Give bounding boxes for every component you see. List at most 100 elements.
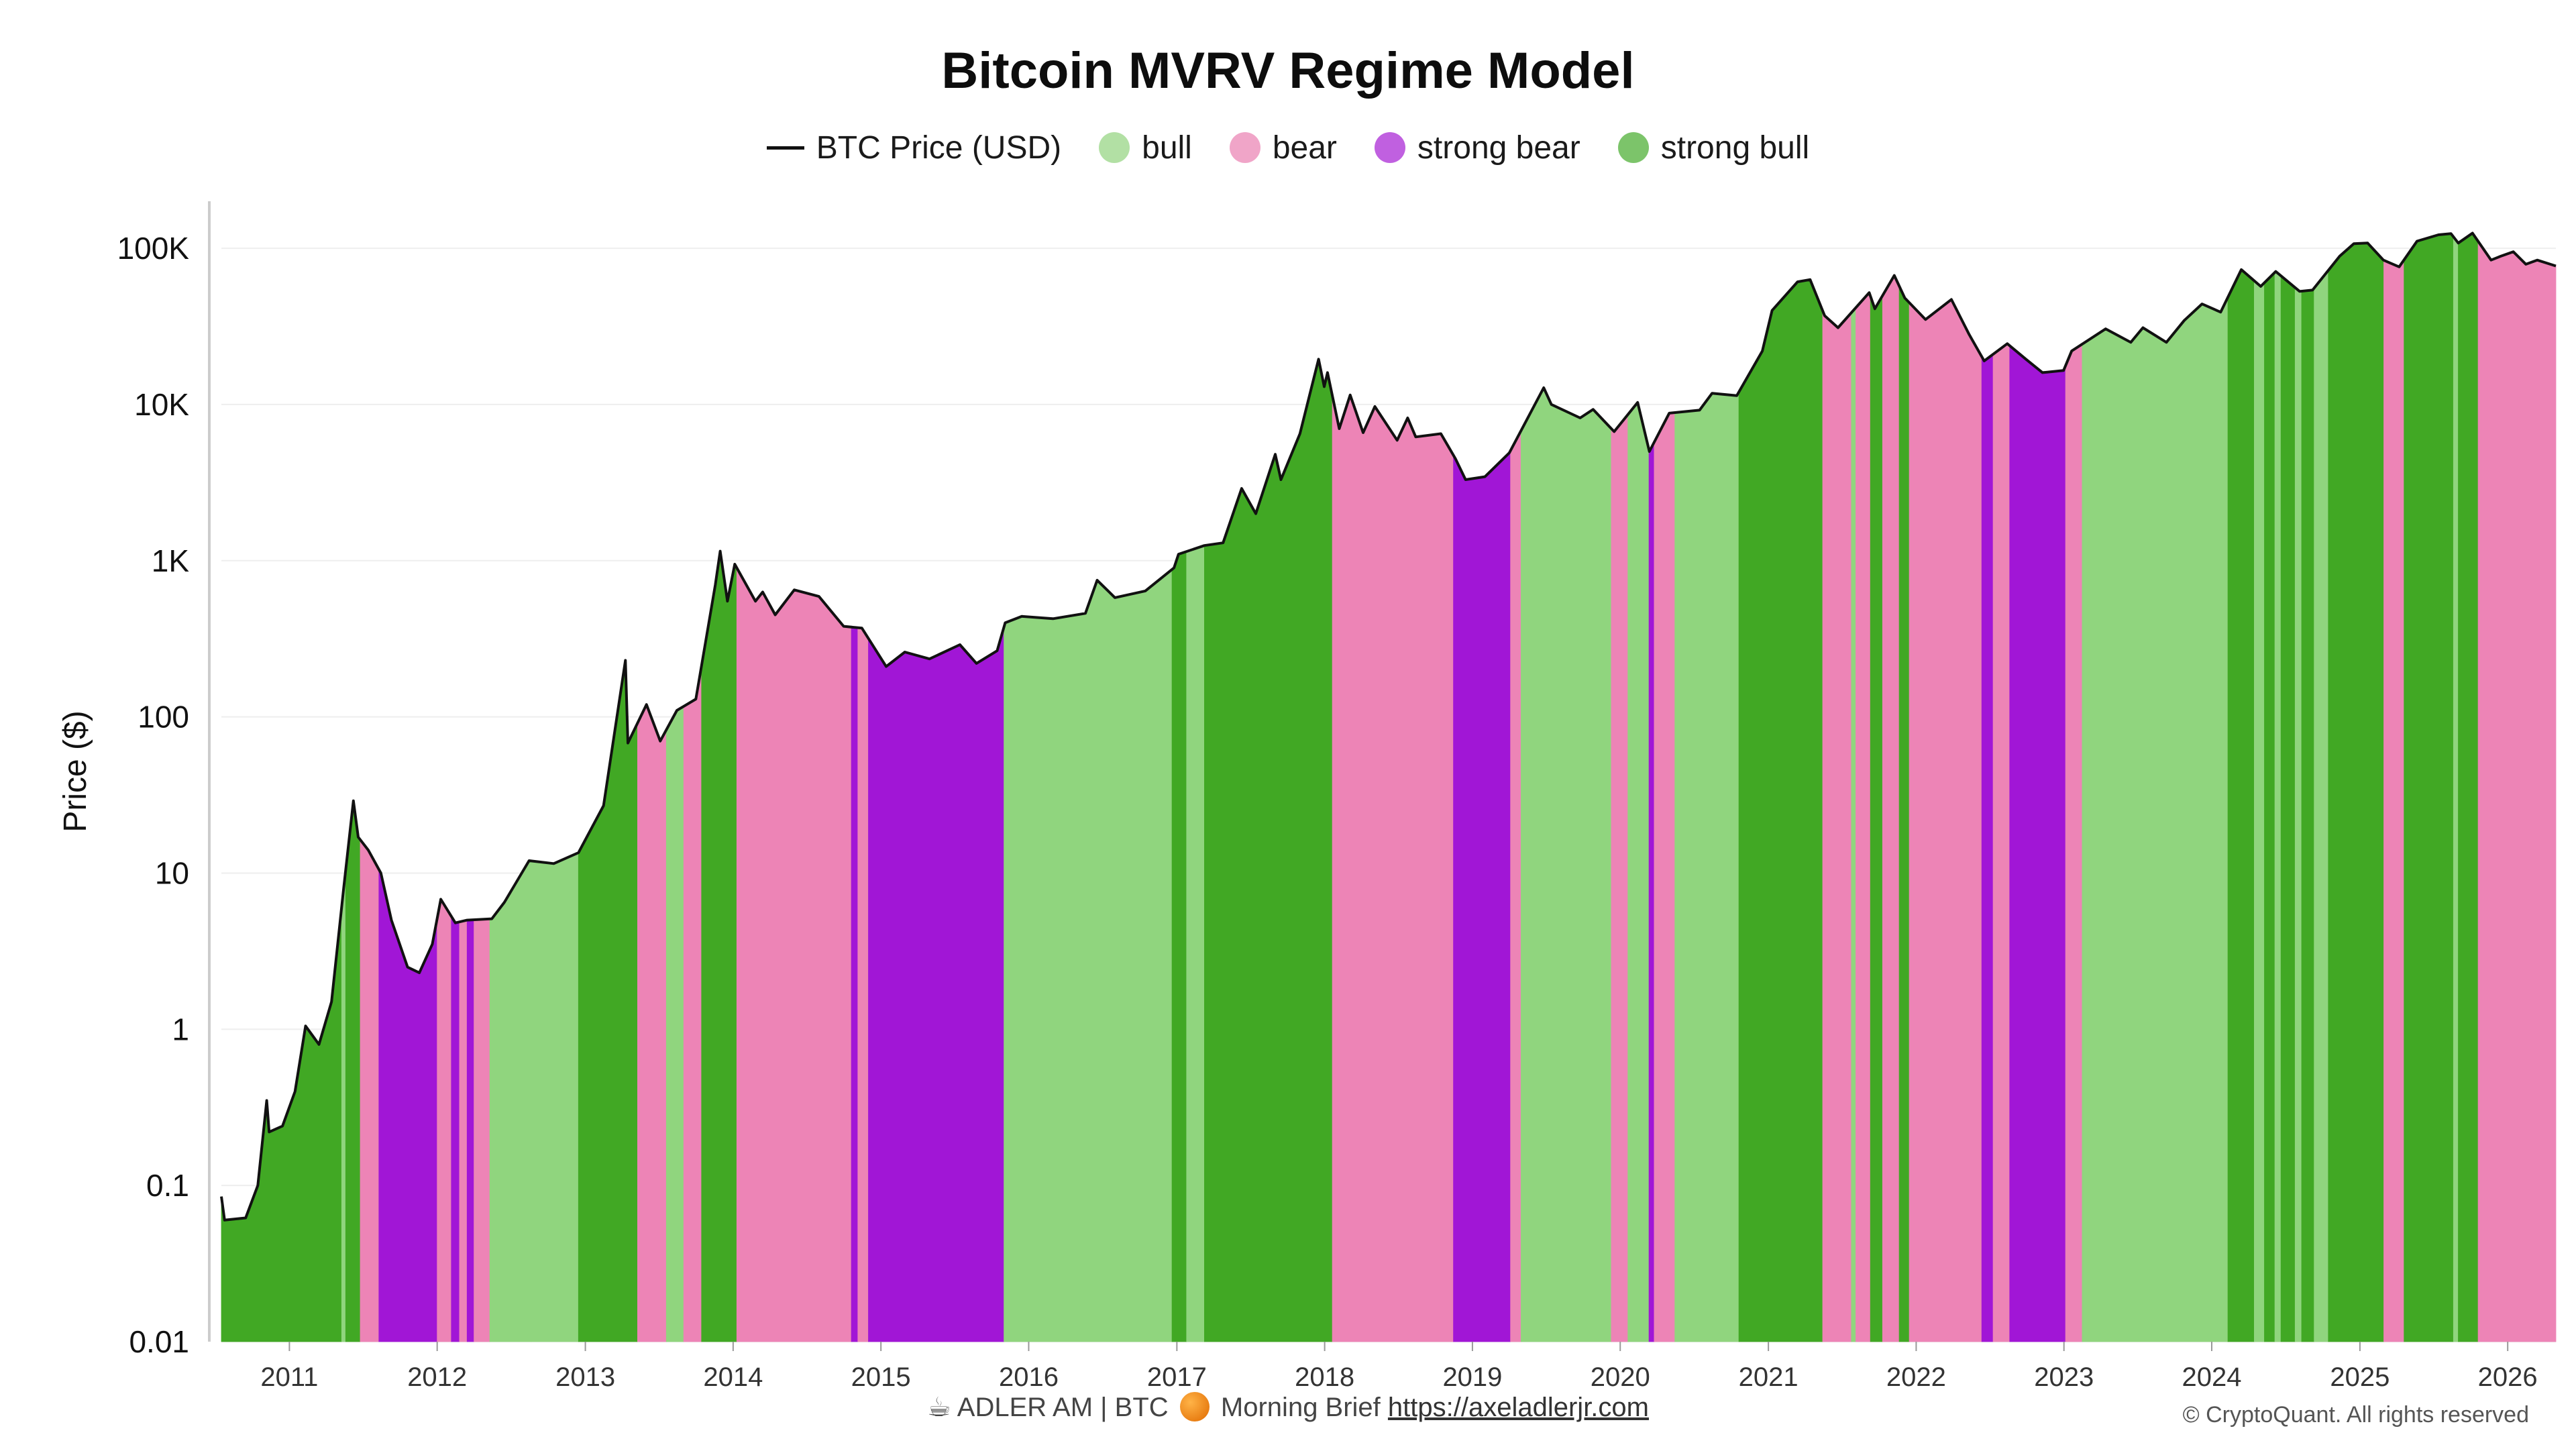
legend-swatch-strong_bull — [1617, 132, 1649, 163]
regime-band-bear — [474, 918, 490, 1342]
regime-band-strong-bull — [2404, 233, 2454, 1342]
regime-band-bear — [1856, 292, 1871, 1342]
brief-prefix: ADLER AM | BTC — [957, 1393, 1169, 1422]
legend-label-strong_bull: strong bull — [1660, 129, 1810, 166]
regime-band-bull — [1004, 569, 1173, 1342]
x-tick-label: 2019 — [1442, 1362, 1502, 1392]
regime-band-bull — [2274, 271, 2282, 1342]
legend-item-bear[interactable]: bear — [1229, 129, 1337, 166]
y-tick-label: 1 — [172, 1012, 189, 1046]
regime-band-bull — [2082, 297, 2229, 1342]
regime-band-bull — [2294, 286, 2302, 1342]
brief-suffix: Morning Brief — [1220, 1393, 1381, 1422]
regime-band-strong-bull — [2458, 232, 2479, 1342]
regime-band-bull — [2254, 280, 2265, 1342]
regime-band-bull — [1627, 402, 1650, 1342]
regime-band-bear — [459, 920, 468, 1342]
regime-band-strong-bear — [466, 919, 474, 1342]
y-tick-label: 1K — [152, 543, 190, 578]
regime-band-bear — [2477, 240, 2557, 1342]
regime-band-bear — [637, 704, 667, 1342]
legend-item-bull[interactable]: bull — [1099, 129, 1192, 166]
regime-band-strong-bear — [851, 627, 859, 1342]
legend-label-price: BTC Price (USD) — [816, 129, 1062, 166]
price-layer — [220, 231, 2557, 1222]
x-tick-label: 2025 — [2330, 1362, 2390, 1392]
chart-legend: BTC Price (USD) bull bear strong bear strong… — [0, 121, 2576, 174]
regime-band-strong-bull — [2280, 275, 2296, 1342]
regime-band-strong-bear — [868, 627, 1004, 1342]
x-tick-label: 2015 — [851, 1362, 911, 1392]
legend-swatch-strong_bear — [1374, 132, 1405, 163]
regime-band-bear — [1332, 394, 1454, 1342]
regime-band-bear — [683, 665, 702, 1342]
regime-band-strong-bull — [2301, 287, 2315, 1342]
y-tick-label: 0.01 — [129, 1324, 189, 1359]
regime-band-strong-bear — [1648, 441, 1655, 1342]
regime-layer — [221, 232, 2557, 1342]
regime-band-bull — [1521, 387, 1612, 1342]
y-tick-label: 100K — [117, 231, 190, 266]
regime-band-bear — [360, 839, 380, 1342]
chart-title: Bitcoin MVRV Regime Model — [941, 42, 1635, 99]
regime-band-strong-bull — [578, 660, 638, 1342]
legend-swatch-bear — [1229, 132, 1260, 163]
y-tick-label: 10 — [155, 855, 189, 890]
x-tick-label: 2020 — [1591, 1362, 1650, 1392]
y-tick-label: 0.1 — [146, 1168, 189, 1203]
regime-band-bull — [2453, 235, 2459, 1342]
regime-band-bull — [489, 860, 532, 1342]
regime-band-strong-bull — [1898, 286, 1910, 1342]
regime-band-strong-bear — [1453, 450, 1511, 1342]
regime-band-strong-bear — [378, 869, 438, 1342]
regime-band-bear — [1992, 343, 2010, 1342]
btc-price-line — [220, 231, 2557, 1222]
brief-link[interactable]: https://axeladlerjr.com — [1387, 1393, 1649, 1422]
legend-item-strong_bear[interactable]: strong bear — [1374, 129, 1580, 166]
legend-item-strong_bull[interactable]: strong bull — [1617, 129, 1810, 166]
regime-band-bull — [1674, 390, 1739, 1342]
y-axis-title: Price ($) — [58, 710, 93, 832]
regime-band-bear — [1909, 299, 1982, 1342]
legend-swatch-price — [766, 146, 804, 150]
x-tick-label: 2023 — [2034, 1362, 2094, 1392]
x-tick-label: 2014 — [703, 1362, 763, 1392]
regime-band-bear — [1822, 311, 1852, 1342]
regime-band-strong-bull — [701, 551, 737, 1342]
x-tick-label: 2026 — [2478, 1362, 2538, 1392]
regime-band-strong-bull — [221, 907, 342, 1342]
regime-band-strong-bear — [2009, 345, 2066, 1342]
x-tick-label: 2016 — [999, 1362, 1059, 1392]
x-tick-label: 2018 — [1295, 1362, 1354, 1392]
regime-band-strong-bull — [345, 800, 361, 1342]
footer-brief: ☕ ADLER AM | BTC Morning Brief https://a… — [0, 1392, 2576, 1423]
regime-band-bear — [736, 566, 852, 1342]
regime-band-bear — [437, 898, 452, 1342]
x-tick-label: 2017 — [1147, 1362, 1207, 1392]
regime-band-bull — [1851, 307, 1856, 1342]
regime-band-strong-bull — [1738, 279, 1823, 1342]
y-tick-label: 100 — [138, 700, 189, 735]
regime-band-strong-bear — [1981, 354, 1994, 1342]
y-tick-label: 10K — [134, 387, 189, 422]
copyright-notice: © CryptoQuant. All rights reserved — [2182, 1402, 2529, 1428]
x-tick-label: 2021 — [1739, 1362, 1799, 1392]
x-tick-label: 2012 — [407, 1362, 467, 1392]
axis-layer: 0.01 0.1 1 10 100 1K 10K 100K 2011 2012 2013 2014 20… — [117, 201, 2538, 1392]
x-tick-label: 2022 — [1886, 1362, 1946, 1392]
regime-band-strong-bear — [451, 915, 460, 1342]
legend-label-bear: bear — [1272, 129, 1337, 166]
regime-band-bear — [1510, 430, 1521, 1342]
x-tick-label: 2024 — [2182, 1362, 2242, 1392]
regime-band-bear — [1882, 274, 1900, 1342]
legend-label-strong_bear: strong bear — [1417, 129, 1580, 166]
legend-swatch-bull — [1099, 132, 1130, 163]
regime-band-bear — [1654, 412, 1676, 1342]
legend-item-price[interactable]: BTC Price (USD) — [766, 129, 1062, 166]
regime-band-strong-bull — [2328, 242, 2384, 1342]
regime-band-bear — [2065, 343, 2083, 1342]
regime-band-bear — [1611, 413, 1629, 1342]
regime-band-bull — [1186, 545, 1205, 1342]
legend-label-bull: bull — [1142, 129, 1192, 166]
